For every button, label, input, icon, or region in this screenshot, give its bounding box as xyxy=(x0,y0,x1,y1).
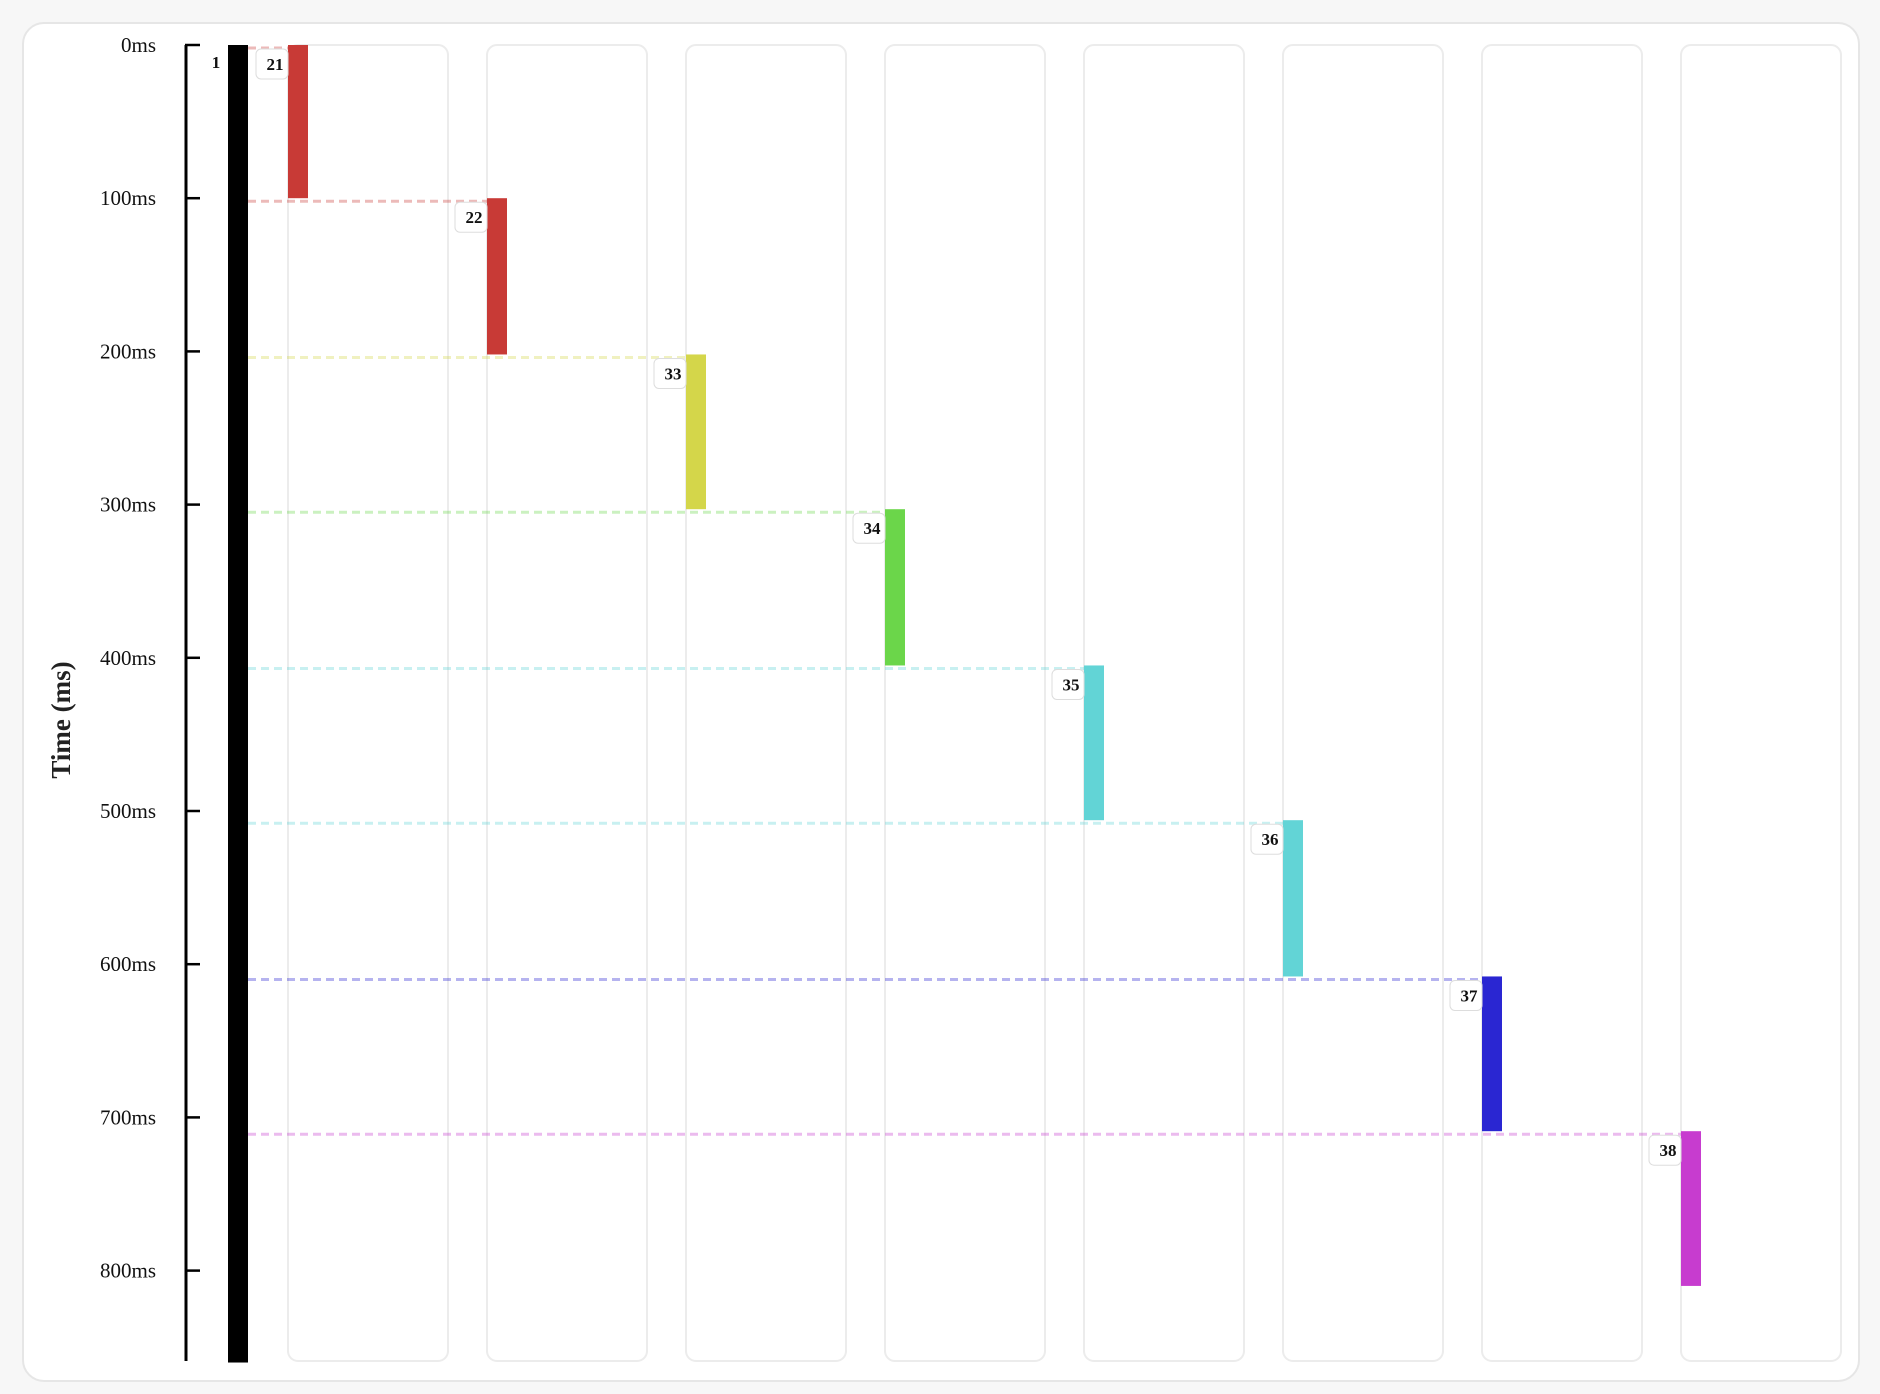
bar-label-box xyxy=(454,201,488,233)
y-axis: Time (ms) 0ms 100ms 200ms 300ms 400ms 500ms 60… xyxy=(46,33,200,1361)
bar-label-box xyxy=(1051,668,1085,700)
bar-label: 35 xyxy=(1063,675,1080,694)
bar-label: 36 xyxy=(1262,830,1279,849)
lane-background xyxy=(1481,44,1643,1362)
bar-label-box xyxy=(653,357,687,389)
bar-36 xyxy=(1283,820,1303,977)
bar-labels: 1 21 22 33 34 35 36 37 38 xyxy=(212,48,1682,1166)
bar-label-box xyxy=(1648,1134,1682,1166)
bar-label: 38 xyxy=(1660,1141,1677,1160)
bar-label: 22 xyxy=(466,208,483,227)
y-tick-label: 200ms xyxy=(100,339,156,363)
lane-background xyxy=(1282,44,1444,1362)
bar-label-box xyxy=(255,48,289,80)
lane-background xyxy=(1680,44,1842,1362)
y-tick-label: 100ms xyxy=(100,186,156,210)
lane-background xyxy=(1083,44,1245,1362)
bar-1 xyxy=(228,45,248,1363)
y-tick-label: 700ms xyxy=(100,1105,156,1129)
bar-21 xyxy=(288,45,308,199)
lane-background xyxy=(685,44,847,1362)
bar-label-box xyxy=(1449,979,1483,1011)
bar-35 xyxy=(1084,665,1104,821)
y-tick-label: 600ms xyxy=(100,952,156,976)
y-tick-label: 800ms xyxy=(100,1259,156,1283)
bar-38 xyxy=(1681,1131,1701,1286)
lane-background xyxy=(884,44,1046,1362)
bar-label: 34 xyxy=(864,519,882,538)
bar-label: 21 xyxy=(267,55,284,74)
y-tick-label: 400ms xyxy=(100,646,156,670)
bar-33 xyxy=(686,354,706,510)
y-tick-label: 300ms xyxy=(100,493,156,517)
lane-backgrounds xyxy=(287,44,1842,1362)
y-tick-label: 0ms xyxy=(121,33,156,57)
bar-label: 1 xyxy=(212,53,221,72)
bar-label-box xyxy=(852,512,886,544)
bar-22 xyxy=(487,198,507,355)
bar-label: 33 xyxy=(665,364,682,383)
lane-background xyxy=(486,44,648,1362)
lane-background xyxy=(287,44,449,1362)
bar-34 xyxy=(885,509,905,666)
bars xyxy=(228,45,1701,1363)
bar-label: 37 xyxy=(1461,986,1479,1005)
connector-lines xyxy=(248,46,1681,1136)
bar-label-box xyxy=(1250,823,1284,855)
y-axis-title: Time (ms) xyxy=(46,661,76,778)
bar-37 xyxy=(1482,976,1502,1132)
y-tick-label: 500ms xyxy=(100,799,156,823)
